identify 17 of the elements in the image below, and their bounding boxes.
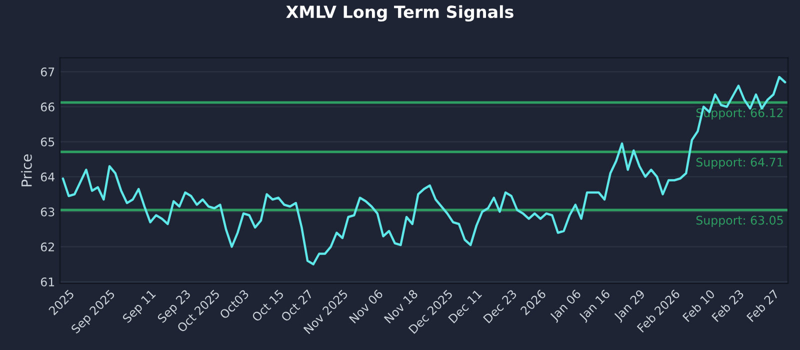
chart-title: XMLV Long Term Signals bbox=[286, 5, 514, 22]
ref-line-label: Support: 64.71 bbox=[696, 158, 783, 169]
y-tick-label: 67 bbox=[40, 67, 54, 76]
y-tick-label: 66 bbox=[40, 102, 54, 112]
x-tick-label: Feb 27 bbox=[746, 289, 780, 322]
y-tick-label: 63 bbox=[40, 207, 54, 216]
x-tick-label: Nov 06 bbox=[348, 289, 384, 324]
ref-line-label: Support: 63.05 bbox=[696, 216, 783, 227]
y-tick-label: 65 bbox=[40, 137, 54, 146]
y-tick-label: 61 bbox=[40, 277, 54, 286]
line-series bbox=[62, 76, 786, 266]
x-tick-label: Sep 11 bbox=[122, 289, 158, 325]
y-tick-label: 62 bbox=[40, 242, 54, 252]
x-tick-label: Nov 18 bbox=[384, 289, 418, 324]
y-axis-title: Price bbox=[21, 154, 32, 186]
x-tick-label: Dec 23 bbox=[482, 289, 518, 324]
y-tick-label: 64 bbox=[40, 172, 54, 182]
